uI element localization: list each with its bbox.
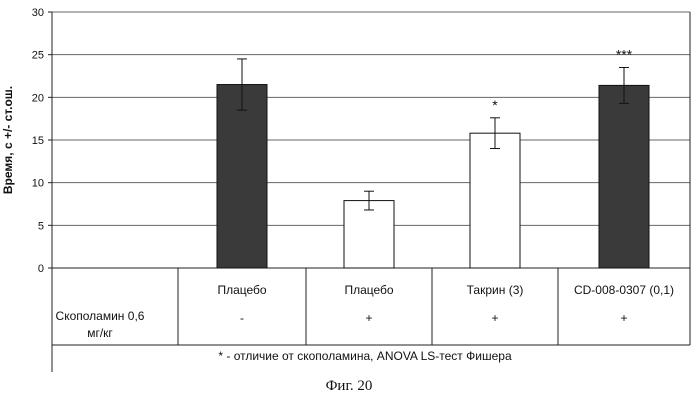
row-label-line-1: Скополамин 0,6 <box>56 309 145 323</box>
condition-table: Плацебо - Плацебо + Такрин (3) + CD-008-0307 (… <box>52 12 690 345</box>
bar-3 <box>599 85 649 268</box>
category-label-3: CD-008-0307 (0,1) <box>574 283 674 297</box>
y-tick-label-6: 30 <box>32 7 44 19</box>
y-tick-label-0: 0 <box>38 263 44 275</box>
significance-3: *** <box>616 46 633 62</box>
category-label-0: Плацебо <box>217 283 266 297</box>
bar-1 <box>344 201 394 268</box>
scopolamine-value-0: - <box>240 311 244 325</box>
figure-caption: Фиг. 20 <box>0 378 698 395</box>
y-tick-label-5: 25 <box>32 50 44 62</box>
category-label-2: Такрин (3) <box>467 283 524 297</box>
y-tick-label-2: 10 <box>32 178 44 190</box>
row-label-line-2: мг/кг <box>87 326 113 340</box>
bar-chart: 051015202530 **** Плацебо-Плацебо+Такрин… <box>0 0 698 403</box>
bars: **** <box>217 46 649 268</box>
y-axis-label: Время, с +/- ст.ош. <box>1 86 15 194</box>
bar-0 <box>217 85 267 268</box>
grid-lines <box>52 12 690 225</box>
scopolamine-value-3: + <box>620 311 627 325</box>
footnote: * - отличие от скополамина, ANOVA LS-тес… <box>218 349 512 363</box>
y-tick-label-4: 20 <box>32 92 44 104</box>
y-tick-label-3: 15 <box>32 135 44 147</box>
category-label-1: Плацебо <box>344 283 393 297</box>
scopolamine-value-2: + <box>491 311 498 325</box>
y-tick-label-1: 5 <box>38 220 44 232</box>
bar-2 <box>470 133 520 268</box>
significance-2: * <box>492 97 498 113</box>
scopolamine-value-1: + <box>365 311 372 325</box>
